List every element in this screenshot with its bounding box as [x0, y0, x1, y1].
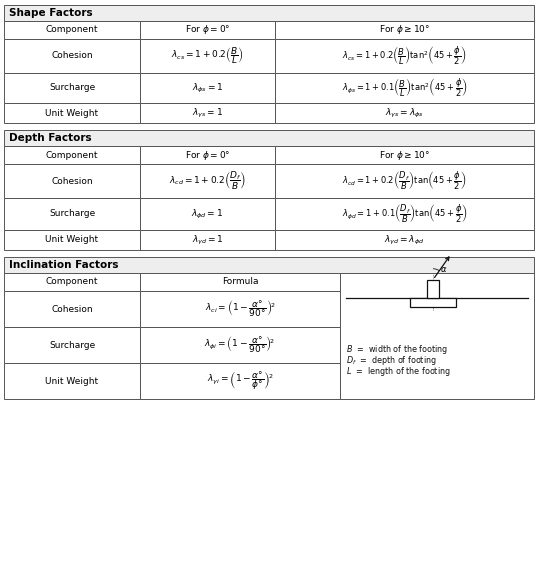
Bar [140, 363, 340, 399]
Text: $\lambda_{\gamma d} = \lambda_{\phi d}$: $\lambda_{\gamma d} = \lambda_{\phi d}$ [384, 234, 424, 247]
Text: $\lambda_{cd} = 1+0.2\left(\dfrac{D_f}{B}\right)\tan\!\left(45+\dfrac{\phi}{2}\r: $\lambda_{cd} = 1+0.2\left(\dfrac{D_f}{B… [342, 170, 467, 192]
Bar [140, 198, 275, 230]
Bar [427, 280, 439, 298]
Text: Component: Component [46, 277, 98, 286]
Text: Surcharge: Surcharge [49, 341, 95, 349]
Bar [4, 230, 140, 250]
Bar [4, 103, 140, 123]
Text: Shape Factors: Shape Factors [9, 8, 93, 18]
Text: $\lambda_{\phi d} = 1$: $\lambda_{\phi d} = 1$ [192, 208, 224, 221]
Bar [275, 198, 534, 230]
Bar [4, 198, 140, 230]
Bar [275, 73, 534, 103]
Text: Formula: Formula [222, 277, 258, 286]
Text: For $\phi \geq 10°$: For $\phi \geq 10°$ [379, 23, 430, 36]
Text: $\lambda_{\phi s} = 1+0.1\left(\dfrac{B}{L}\right)\tan^2\!\left(45+\dfrac{\phi}{: $\lambda_{\phi s} = 1+0.1\left(\dfrac{B}… [342, 77, 468, 99]
Text: For $\phi \geq 10°$: For $\phi \geq 10°$ [379, 149, 430, 162]
Text: Depth Factors: Depth Factors [9, 133, 91, 143]
Bar [140, 273, 340, 291]
Bar [4, 130, 534, 146]
Text: Cohesion: Cohesion [51, 176, 93, 185]
Bar [140, 103, 275, 123]
Text: $\lambda_{cd} = 1+0.2\left(\dfrac{D_f}{B}\right)$: $\lambda_{cd} = 1+0.2\left(\dfrac{D_f}{B… [169, 170, 246, 192]
Bar [4, 73, 140, 103]
Bar [140, 164, 275, 198]
Text: Cohesion: Cohesion [51, 304, 93, 314]
Text: For $\phi = 0°$: For $\phi = 0°$ [185, 23, 230, 36]
Bar [140, 73, 275, 103]
Bar [275, 230, 534, 250]
Bar [275, 21, 534, 39]
Bar [275, 103, 534, 123]
Text: $D_f$  =  depth of footing: $D_f$ = depth of footing [346, 353, 437, 366]
Bar [275, 164, 534, 198]
Bar [4, 146, 140, 164]
Text: Component: Component [46, 26, 98, 35]
Text: For $\phi = 0°$: For $\phi = 0°$ [185, 149, 230, 162]
Text: Component: Component [46, 150, 98, 159]
Bar [4, 21, 140, 39]
Text: Surcharge: Surcharge [49, 209, 95, 218]
Bar [140, 21, 275, 39]
Bar [140, 291, 340, 327]
Bar [4, 164, 140, 198]
Text: $\lambda_{\gamma s} = \lambda_{\phi s}$: $\lambda_{\gamma s} = \lambda_{\phi s}$ [385, 107, 424, 120]
Bar [4, 363, 140, 399]
Bar [4, 5, 534, 21]
Text: $\alpha$: $\alpha$ [440, 265, 447, 274]
Bar [340, 273, 534, 399]
Bar [275, 39, 534, 73]
Text: $\lambda_{\phi s} = 1$: $\lambda_{\phi s} = 1$ [192, 82, 223, 95]
Text: Unit Weight: Unit Weight [45, 376, 98, 386]
Text: Unit Weight: Unit Weight [45, 235, 98, 244]
Text: $\lambda_{\phi d} = 1+0.1\left(\dfrac{D_f}{B}\right)\tan\!\left(45+\dfrac{\phi}{: $\lambda_{\phi d} = 1+0.1\left(\dfrac{D_… [342, 202, 468, 225]
Text: Surcharge: Surcharge [49, 83, 95, 92]
Bar [4, 273, 140, 291]
Text: Unit Weight: Unit Weight [45, 108, 98, 117]
Bar [275, 146, 534, 164]
Text: $\lambda_{\gamma i} = \left(1 - \dfrac{\alpha°}{\phi°}\right)^{\!2}$: $\lambda_{\gamma i} = \left(1 - \dfrac{\… [207, 370, 273, 392]
Bar [140, 146, 275, 164]
Text: $\lambda_{\gamma d} = 1$: $\lambda_{\gamma d} = 1$ [192, 234, 223, 247]
Bar [140, 327, 340, 363]
Bar [140, 39, 275, 73]
Text: Inclination Factors: Inclination Factors [9, 260, 118, 270]
Bar [4, 257, 534, 273]
Text: Cohesion: Cohesion [51, 52, 93, 61]
Text: $\lambda_{cs} = 1+0.2\left(\dfrac{B}{L}\right)\tan^2\!\left(45+\dfrac{\phi}{2}\r: $\lambda_{cs} = 1+0.2\left(\dfrac{B}{L}\… [342, 45, 467, 67]
Text: $\lambda_{cs} = 1+0.2\left(\dfrac{B}{L}\right)$: $\lambda_{cs} = 1+0.2\left(\dfrac{B}{L}\… [171, 45, 244, 66]
Bar [4, 291, 140, 327]
Bar [4, 327, 140, 363]
Text: $\lambda_{\gamma s} = 1$: $\lambda_{\gamma s} = 1$ [192, 107, 223, 120]
Text: $\lambda_{\phi i} = \left(1 - \dfrac{\alpha°}{90°}\right)^{\!2}$: $\lambda_{\phi i} = \left(1 - \dfrac{\al… [204, 335, 275, 356]
Text: $B$  =  width of the footing: $B$ = width of the footing [346, 342, 448, 356]
Text: $L$  =  length of the footing: $L$ = length of the footing [346, 365, 451, 378]
Bar [410, 298, 456, 307]
Text: $\lambda_{ci} = \left(1 - \dfrac{\alpha°}{90°}\right)^{\!2}$: $\lambda_{ci} = \left(1 - \dfrac{\alpha°… [205, 299, 275, 319]
Bar [4, 39, 140, 73]
Bar [140, 230, 275, 250]
